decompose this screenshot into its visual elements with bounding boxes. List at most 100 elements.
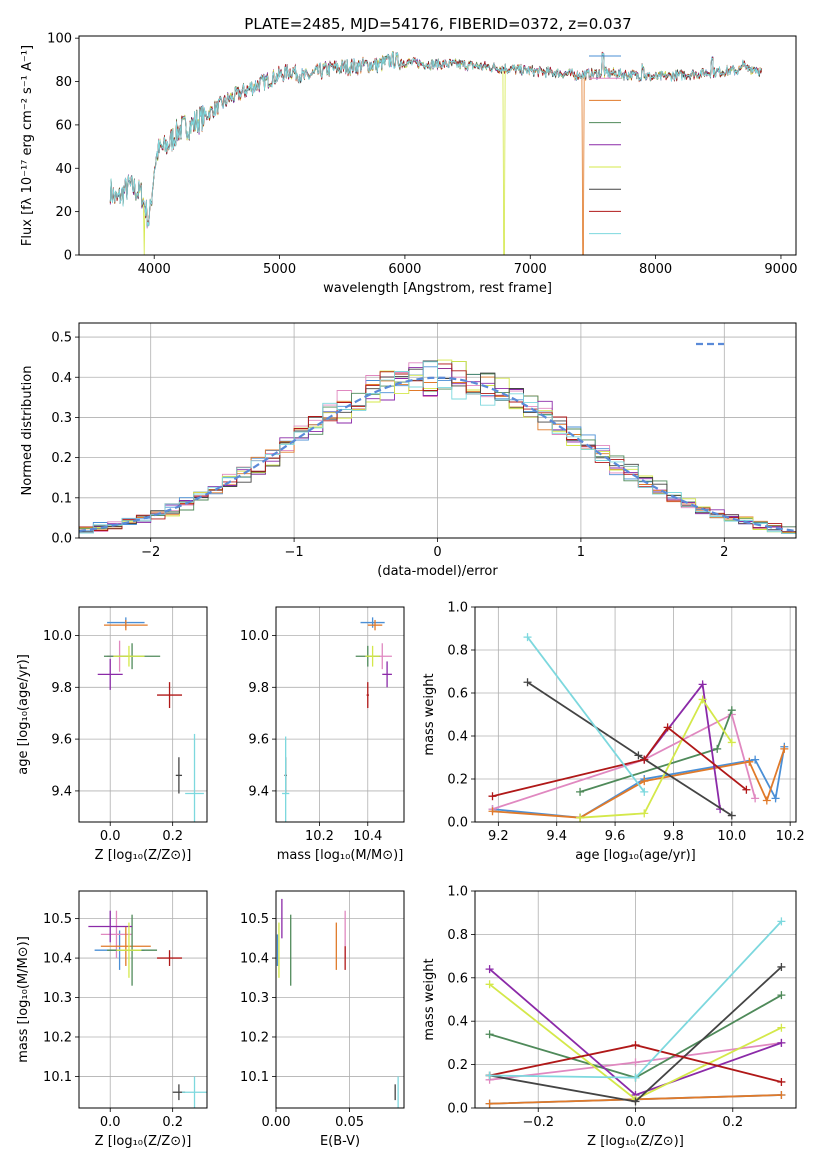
spectrum-line xyxy=(109,51,762,255)
x-tick-label: 4000 xyxy=(138,262,171,277)
y-tick-label: 10.5 xyxy=(240,912,269,927)
spectrum-line xyxy=(109,51,763,227)
spectrum-line xyxy=(109,51,763,255)
weight-marker xyxy=(631,1041,640,1050)
weight-marker xyxy=(751,794,760,803)
y-tick-label: 10.4 xyxy=(240,952,269,967)
y-axis-label: mass weight xyxy=(422,958,437,1040)
weight-series xyxy=(485,1038,786,1084)
x-axis-label: age [log₁₀(age/yr)] xyxy=(575,848,696,863)
weight-marker xyxy=(771,794,780,803)
plot-frame xyxy=(275,606,405,823)
weight-marker xyxy=(640,755,649,764)
error-bar-point xyxy=(88,910,133,943)
error-bar-point xyxy=(366,682,369,709)
weight-marker xyxy=(488,807,497,816)
weight-marker xyxy=(777,991,786,1000)
y-tick-label: 0.6 xyxy=(447,971,468,986)
chart-weight_vs_age: 9.2 9.4 9.6 9.8 10.0 10.2 0.0 0.2 0.4 0.6 0.8 1.0 ag… xyxy=(422,601,805,864)
y-tick-label: 10.0 xyxy=(43,629,72,644)
weight-line xyxy=(492,713,756,810)
weight-marker xyxy=(762,796,771,805)
weight-series xyxy=(485,917,786,1082)
normal-curve xyxy=(79,376,796,533)
x-tick-label: 5000 xyxy=(263,262,296,277)
x-tick-label: 9.4 xyxy=(546,829,567,844)
weight-marker xyxy=(640,809,649,818)
spectrum-line xyxy=(109,52,763,227)
weight-marker xyxy=(485,965,494,974)
spectrum-line xyxy=(109,51,762,228)
plot-frame xyxy=(78,35,797,256)
axes: 10.2 10.4 9.4 9.6 9.8 10.0 mass [log₁₀(M/M⊙)] xyxy=(240,606,405,863)
error-bar-point xyxy=(157,682,183,709)
x-tick-label: 1 xyxy=(577,545,585,560)
axes: 0.0 0.2 10.1 10.2 10.3 10.4 10.5 Z [log₁₀(Z/Z⊙)… xyxy=(16,890,208,1149)
weight-marker xyxy=(777,1038,786,1047)
weight-line xyxy=(492,726,747,798)
y-tick-label: 9.6 xyxy=(51,733,72,748)
x-tick-label: −0.2 xyxy=(522,1115,554,1130)
weight-marker xyxy=(742,785,751,794)
x-tick-label: 10.0 xyxy=(717,829,746,844)
weight-series xyxy=(488,723,751,801)
weight-marker xyxy=(485,980,494,989)
weight-series xyxy=(576,706,736,796)
weight-marker xyxy=(631,1058,640,1067)
weight-marker xyxy=(485,1099,494,1108)
y-axis-label: age [log₁₀(age/yr)] xyxy=(16,654,31,775)
axes: −2 −1 0 1 2 0.0 0.1 0.2 0.3 0.4 0.5 (data-model)/er… xyxy=(20,322,797,579)
error-bar-point xyxy=(97,658,123,690)
weight-marker xyxy=(777,917,786,926)
error-bar-point xyxy=(365,645,380,667)
y-tick-label: 10.3 xyxy=(240,991,269,1006)
x-axis-label: Z [log₁₀(Z/Z⊙)] xyxy=(587,1134,684,1149)
x-tick-label: 10.4 xyxy=(353,829,382,844)
x-tick-label: 9000 xyxy=(764,262,797,277)
y-tick-label: 80 xyxy=(55,75,72,90)
y-tick-label: 9.6 xyxy=(248,733,269,748)
x-axis-label: Z [log₁₀(Z/Z⊙)] xyxy=(95,1134,192,1149)
weight-marker xyxy=(698,695,707,704)
y-tick-label: 0.5 xyxy=(51,331,72,346)
weight-marker xyxy=(523,633,532,642)
y-tick-label: 60 xyxy=(55,118,72,133)
x-axis-label: (data-model)/error xyxy=(377,564,498,579)
plot-frame xyxy=(474,606,797,823)
error-bar-point xyxy=(157,950,183,966)
plot-area xyxy=(282,617,392,822)
weight-marker xyxy=(485,1071,494,1080)
x-tick-label: 0.0 xyxy=(100,1115,121,1130)
y-axis-label: mass weight xyxy=(422,673,437,755)
plot-area xyxy=(276,898,399,1108)
chart-mass_vs_Z: 0.0 0.2 10.1 10.2 10.3 10.4 10.5 Z [log₁₀(Z/Z⊙)… xyxy=(16,890,208,1149)
weight-marker xyxy=(631,1073,640,1082)
plot-area xyxy=(79,359,796,538)
y-axis-label: Flux [fλ 10⁻¹⁷ erg cm⁻² s⁻¹ A⁻¹] xyxy=(20,45,35,246)
y-tick-label: 9.8 xyxy=(248,681,269,696)
axes: 0.00 0.05 10.1 10.2 10.3 10.4 10.5 E(B-V) xyxy=(240,890,405,1149)
error-bar-point xyxy=(382,661,392,688)
y-tick-label: 0.0 xyxy=(447,1102,468,1117)
weight-marker xyxy=(640,787,649,796)
weight-marker xyxy=(751,755,760,764)
weight-series xyxy=(523,633,649,796)
x-axis-label: wavelength [Angstrom, rest frame] xyxy=(323,281,552,296)
y-tick-label: 10.2 xyxy=(240,1030,269,1045)
weight-marker xyxy=(576,787,585,796)
error-bar-point xyxy=(116,922,142,978)
chart-mass_vs_ebv: 0.00 0.05 10.1 10.2 10.3 10.4 10.5 E(B-V) xyxy=(240,890,405,1149)
x-tick-label: 6000 xyxy=(388,262,421,277)
plot-area xyxy=(488,633,789,822)
weight-line xyxy=(526,636,646,793)
weight-line xyxy=(580,697,733,819)
y-tick-label: 10.1 xyxy=(240,1070,269,1085)
figure-title: PLATE=2485, MJD=54176, FIBERID=0372, z=0… xyxy=(244,15,631,33)
x-tick-label: 9.6 xyxy=(605,829,626,844)
legend xyxy=(589,55,621,235)
y-tick-label: 0.0 xyxy=(51,532,72,547)
x-tick-label: 10.2 xyxy=(305,829,334,844)
weight-marker xyxy=(777,1077,786,1086)
weight-marker xyxy=(640,777,649,786)
y-tick-label: 0.4 xyxy=(447,1015,468,1030)
